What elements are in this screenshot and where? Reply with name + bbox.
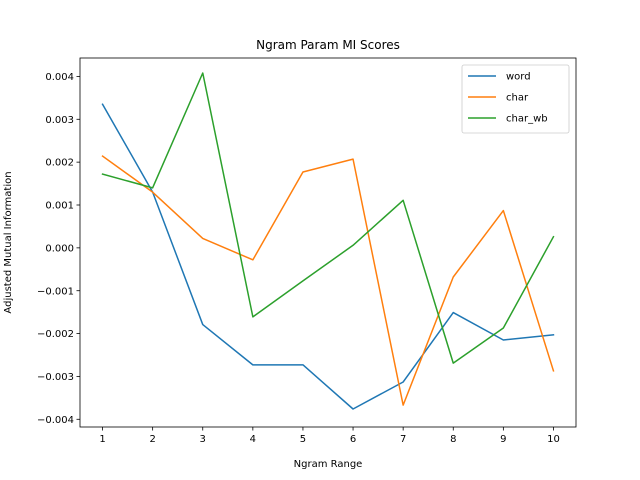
x-tick-label: 6 [350,434,356,445]
x-tick-label: 4 [250,434,256,445]
y-tick-label: −0.004 [37,415,74,426]
x-axis-ticks: 1 2 3 4 5 6 7 8 9 10 [99,427,560,445]
x-tick-label: 10 [547,434,560,445]
legend-label-word: word [506,72,531,83]
legend-label-char: char [506,93,529,104]
series-line-char-wb [101,72,555,364]
series-line-char [101,155,555,406]
x-tick-label: 5 [300,434,306,445]
x-tick-label: 9 [500,434,506,445]
legend-box [461,64,570,134]
y-tick-label: 0.003 [45,115,74,126]
legend: word char char_wb [461,64,570,134]
x-tick-label: 8 [450,434,456,445]
y-tick-label: −0.002 [37,329,74,340]
y-tick-label: 0.002 [45,158,74,169]
x-tick-label: 2 [149,434,155,445]
x-tick-label: 3 [200,434,206,445]
y-axis-ticks: −0.004 −0.003 −0.002 −0.001 0.000 0.001 0.002 0… [37,72,80,426]
y-tick-label: 0.000 [45,243,74,254]
chart-title: Ngram Param MI Scores [256,38,400,52]
plot-area [101,72,555,410]
y-axis-label: Adjusted Mutual Information [3,171,14,313]
y-tick-label: 0.001 [45,201,74,212]
x-tick-label: 7 [400,434,406,445]
legend-label-char-wb: char_wb [506,114,548,125]
series-line-word [101,103,555,410]
y-tick-label: 0.004 [45,72,74,83]
x-tick-label: 1 [99,434,105,445]
y-tick-label: −0.001 [37,286,74,297]
x-axis-label: Ngram Range [294,459,363,470]
axes-frame [79,57,577,428]
y-tick-label: −0.003 [37,372,74,383]
